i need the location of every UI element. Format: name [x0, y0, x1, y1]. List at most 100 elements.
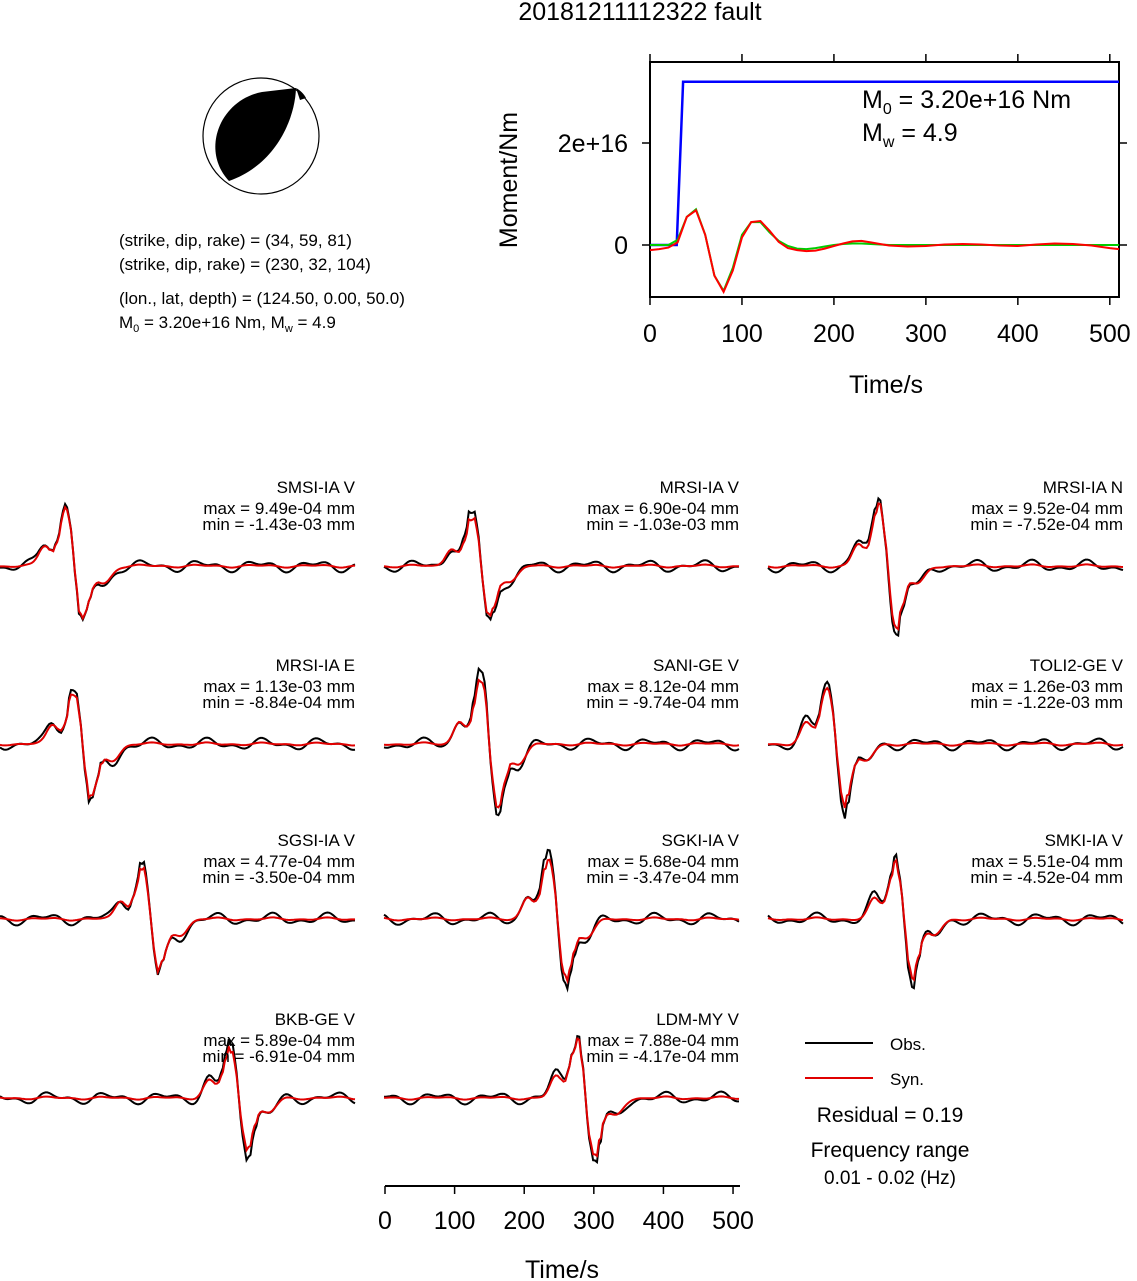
station-max: max = 9.49e-04 mm: [203, 499, 355, 518]
moment-plot-frame: [649, 61, 1120, 298]
station-min: min = -1.43e-03 mm: [202, 515, 355, 534]
station-max: max = 6.90e-04 mm: [587, 499, 739, 518]
waveform-x-label: Time/s: [525, 1256, 599, 1281]
station-min: min = -1.03e-03 mm: [586, 515, 739, 534]
station-min: min = -7.52e-04 mm: [970, 515, 1123, 534]
station-min: min = -6.91e-04 mm: [202, 1047, 355, 1066]
source-location: (lon., lat, depth) = (124.50, 0.00, 50.0…: [119, 289, 405, 308]
beachball-info: (strike, dip, rake) = (34, 59, 81) (stri…: [119, 231, 405, 335]
legend-syn-label: Syn.: [890, 1070, 924, 1089]
station-min: min = -4.17e-04 mm: [586, 1047, 739, 1066]
station-max: max = 1.26e-03 mm: [971, 677, 1123, 696]
time-axis-tick-label: 300: [573, 1207, 615, 1235]
station-max: max = 5.51e-04 mm: [971, 852, 1123, 871]
station-name: MRSI-IA E: [276, 656, 355, 675]
moment-rate-syn-line: [649, 208, 1120, 295]
time-axis-tick-label: 200: [503, 1207, 545, 1235]
time-axis-tick-label: 0: [378, 1207, 392, 1235]
moment-y-label: Moment/Nm: [495, 112, 523, 248]
moment-x-tick-label: 300: [905, 320, 947, 348]
obs-trace: [767, 680, 1124, 819]
syn-trace: [0, 1043, 356, 1153]
station-name: SANI-GE V: [653, 656, 740, 675]
syn-trace: [0, 865, 355, 976]
moment-info: M0 = 3.20e+16 Nm, Mw = 4.9: [119, 313, 336, 335]
station-max: max = 5.68e-04 mm: [587, 852, 739, 871]
station-name: BKB-GE V: [275, 1010, 356, 1029]
station-name: MRSI-IA V: [660, 478, 740, 497]
station-min: min = -4.52e-04 mm: [970, 868, 1123, 887]
frequency-range-title: Frequency range: [811, 1139, 970, 1162]
syn-trace: [768, 686, 1124, 809]
station-min: min = -1.22e-03 mm: [970, 693, 1123, 712]
station-max: max = 7.88e-04 mm: [587, 1031, 739, 1050]
beachball: [202, 77, 320, 195]
station-name: SMSI-IA V: [277, 478, 356, 497]
moment-x-tick-label: 200: [813, 320, 855, 348]
time-axis-tick-label: 400: [643, 1207, 685, 1235]
moment-x-axis: 0 100 200 300 400 500: [643, 54, 1131, 348]
station-max: max = 4.77e-04 mm: [203, 852, 355, 871]
syn-trace: [767, 858, 1124, 982]
moment-x-tick-label: 400: [997, 320, 1039, 348]
beachball-compressional-quadrant: [215, 88, 296, 181]
syn-trace: [383, 516, 739, 618]
moment-y-tick-label: 2e+16: [558, 130, 628, 158]
station-name: MRSI-IA N: [1043, 478, 1123, 497]
station-max: max = 9.52e-04 mm: [971, 499, 1123, 518]
syn-trace: [0, 693, 356, 801]
time-axis-tick-label: 500: [712, 1207, 754, 1235]
moment-x-label: Time/s: [849, 371, 923, 399]
station-name: SGSI-IA V: [278, 831, 356, 850]
obs-trace: [0, 688, 356, 806]
moment-x-tick-label: 500: [1089, 320, 1131, 348]
syn-trace: [0, 505, 356, 621]
nodal-plane-1: (strike, dip, rake) = (34, 59, 81): [119, 231, 352, 250]
obs-trace: [767, 496, 1124, 638]
moment-rate-panel: 0 100 200 300 400 500 0 2e+16 Time/s Moment/Nm…: [495, 54, 1131, 399]
time-axis-tick-label: 100: [434, 1207, 476, 1235]
moment-x-tick-label: 0: [643, 320, 657, 348]
syn-trace: [383, 678, 740, 809]
figure-title: 20181211112322 fault: [518, 0, 761, 26]
residual-text: Residual = 0.19: [817, 1104, 964, 1127]
station-min: min = -3.50e-04 mm: [202, 868, 355, 887]
legend-obs-label: Obs.: [890, 1035, 926, 1054]
station-min: min = -8.84e-04 mm: [202, 693, 355, 712]
moment-rate-obs-line: [650, 207, 1119, 294]
syn-trace: [384, 1037, 739, 1158]
station-name: SMKI-IA V: [1045, 831, 1124, 850]
moment-x-tick-label: 100: [721, 320, 763, 348]
station-max: max = 8.12e-04 mm: [587, 677, 739, 696]
station-max: max = 1.13e-03 mm: [203, 677, 355, 696]
station-min: min = -3.47e-04 mm: [586, 868, 739, 887]
waveform-time-axis: 0 100 200 300 400 500: [378, 1185, 754, 1235]
waveform-legend: Obs. Syn.: [805, 1035, 926, 1089]
station-name: SGKI-IA V: [662, 831, 740, 850]
moment-y-axis: 0 2e+16: [558, 130, 1127, 260]
station-min: min = -9.74e-04 mm: [586, 693, 739, 712]
moment-y-tick-label: 0: [614, 232, 628, 260]
obs-trace: [0, 859, 356, 976]
station-max: max = 5.89e-04 mm: [203, 1031, 355, 1050]
obs-trace: [383, 1034, 739, 1165]
frequency-range-value: 0.01 - 0.02 (Hz): [824, 1168, 956, 1189]
nodal-plane-2: (strike, dip, rake) = (230, 32, 104): [119, 255, 371, 274]
station-name: TOLI2-GE V: [1030, 656, 1124, 675]
syn-trace: [383, 858, 740, 985]
station-name: LDM-MY V: [656, 1010, 739, 1029]
mw-annotation: Mw = 4.9: [862, 119, 958, 151]
